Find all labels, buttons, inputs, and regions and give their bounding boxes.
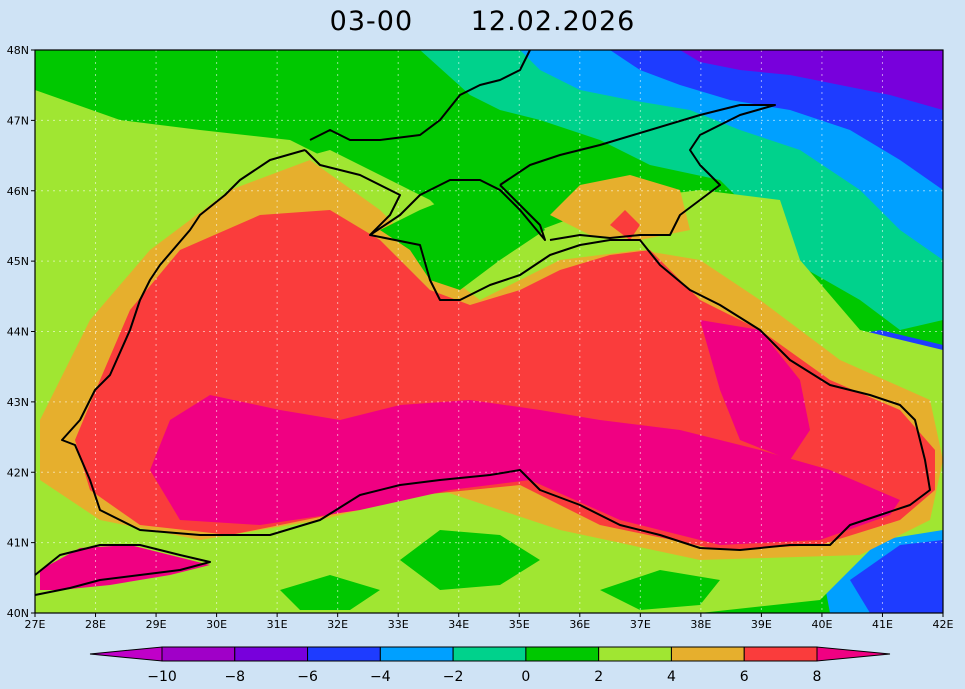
colorbar-label: 8 (813, 669, 822, 685)
latitude-labels: 48N 47N 46N 45N 44N 43N 42N 41N 40N (7, 44, 35, 620)
colorbar-label: −2 (443, 669, 464, 685)
coastline-crimea (369, 179, 546, 241)
lon-tick-label: 34E (448, 618, 469, 631)
lat-tick-label: 42N (7, 466, 29, 479)
colorbar-label: 2 (594, 669, 603, 685)
longitude-labels: 27E 28E 29E 30E 31E 32E 33E 34E 35E 36E 37E 38E 39E 4… (25, 613, 954, 631)
lon-tick-label: 32E (327, 618, 348, 631)
colorbar-arrow-left (89, 646, 163, 662)
lat-tick-label: 41N (7, 537, 29, 550)
colorbar-swatch (452, 646, 527, 662)
coastline (34, 49, 931, 596)
map-title: 03-00 12.02.2026 (0, 6, 965, 42)
lon-tick-label: 33E (388, 618, 409, 631)
field-magenta-marmara (40, 545, 210, 590)
lon-tick-label: 40E (811, 618, 832, 631)
lat-tick-label: 48N (7, 44, 29, 57)
colorbar-label: −10 (147, 669, 177, 685)
colorbar-swatch (670, 646, 745, 662)
lon-tick-label: 37E (630, 618, 651, 631)
map-grid (35, 50, 943, 613)
lon-tick-label: 30E (206, 618, 227, 631)
colorbar-label: −4 (370, 669, 391, 685)
lat-tick-label: 43N (7, 396, 29, 409)
lon-tick-label: 29E (146, 618, 167, 631)
colorbar-label: −6 (297, 669, 318, 685)
field-green-south-2 (280, 575, 380, 610)
colorbar-swatch (379, 646, 454, 662)
lat-tick-label: 46N (7, 185, 29, 198)
field-orange-azov (550, 175, 690, 240)
coastline-marmara (34, 544, 211, 596)
field-red-azov (610, 210, 640, 240)
colorbar-swatch (743, 646, 818, 662)
field-violet-north (680, 50, 943, 110)
lat-tick-label: 47N (7, 114, 29, 127)
coastline-north (309, 49, 531, 141)
field-green-crimea (380, 190, 545, 290)
lon-tick-label: 39E (751, 618, 772, 631)
lon-tick-label: 38E (690, 618, 711, 631)
lat-tick-label: 45N (7, 255, 29, 268)
field-blue-se (850, 540, 943, 613)
lon-tick-label: 41E (872, 618, 893, 631)
lon-tick-label: 36E (569, 618, 590, 631)
lon-tick-label: 31E (267, 618, 288, 631)
colorbar-label: −8 (224, 669, 245, 685)
title-date: 12.02.2026 (470, 6, 636, 37)
colorbar-swatch (161, 646, 236, 662)
colorbar-label: 4 (667, 669, 676, 685)
coastline-main (61, 149, 931, 551)
lon-tick-label: 42E (933, 618, 954, 631)
colorbar-swatch (234, 646, 309, 662)
lon-tick-label: 27E (25, 618, 46, 631)
colorbar-swatch (307, 646, 381, 662)
field-green-south-1 (400, 530, 540, 590)
lon-tick-label: 35E (509, 618, 530, 631)
lon-tick-label: 28E (85, 618, 106, 631)
colorbar-arrow-right (816, 646, 891, 662)
colorbar-swatch (598, 646, 672, 662)
colorbar (89, 646, 891, 662)
lat-tick-label: 40N (7, 607, 29, 620)
lat-tick-label: 44N (7, 326, 29, 339)
colorbar-labels: −10 −8 −6 −4 −2 0 2 4 6 8 (147, 669, 821, 685)
colorbar-label: 0 (521, 669, 530, 685)
field-green-south-3 (600, 570, 720, 610)
title-time: 03-00 (329, 6, 414, 37)
field-lightgreen-west (35, 90, 330, 400)
coastline-azov (499, 104, 776, 241)
field-magenta-east (700, 320, 810, 460)
temperature-field (35, 50, 943, 613)
colorbar-label: 6 (740, 669, 749, 685)
colorbar-swatch (525, 646, 600, 662)
